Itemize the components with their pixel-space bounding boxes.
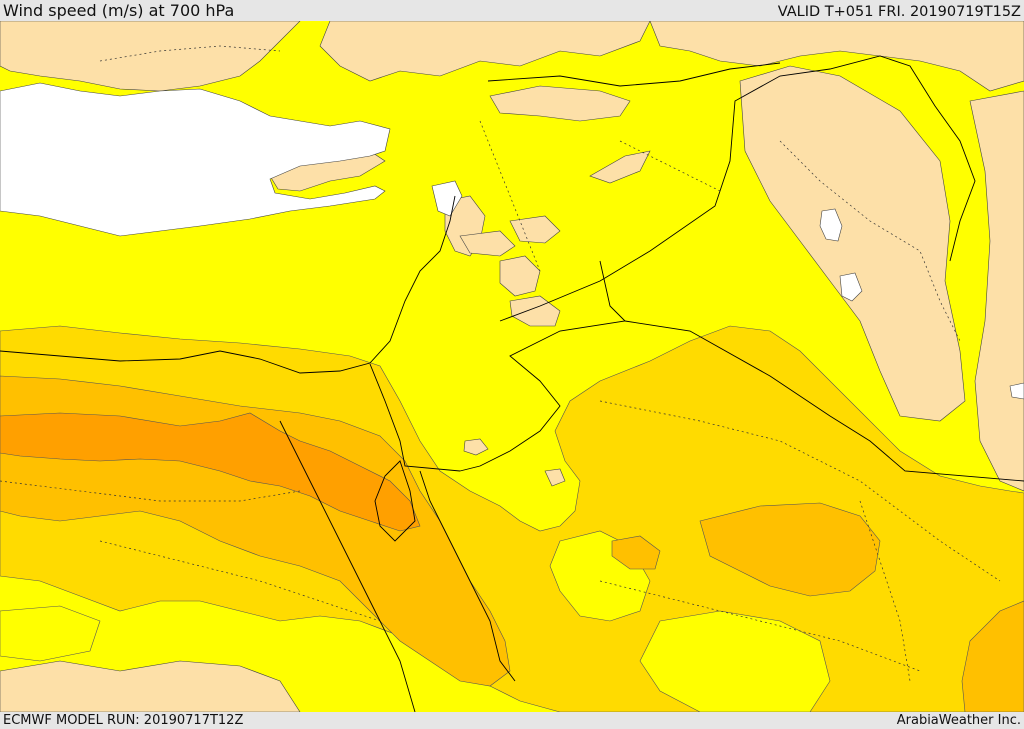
band-orange-east (699, 502, 881, 597)
credit-label: ArabiaWeather Inc. (896, 713, 1021, 728)
valid-time-label: VALID T+051 FRI. 20190719T15Z (777, 4, 1021, 20)
calm-land-areas (0, 21, 1024, 712)
mediterranean-sea (0, 82, 391, 237)
header-bar: Wind speed (m/s) at 700 hPa VALID T+051 … (0, 0, 1024, 21)
wind-speed-map (0, 21, 1024, 712)
band-orange-small (611, 535, 661, 570)
footer-bar: ECMWF MODEL RUN: 20190717T12Z ArabiaWeat… (0, 712, 1024, 729)
band-deep-orange (0, 412, 421, 532)
coastlines (0, 195, 516, 712)
political-borders (369, 55, 1024, 482)
model-run-label: ECMWF MODEL RUN: 20190717T12Z (3, 713, 244, 728)
map-title: Wind speed (m/s) at 700 hPa (3, 1, 235, 20)
internal-borders (0, 45, 1001, 682)
lakes (819, 208, 1024, 400)
band-orange-southeast (961, 600, 1024, 712)
levant-coast-sea (431, 180, 463, 217)
